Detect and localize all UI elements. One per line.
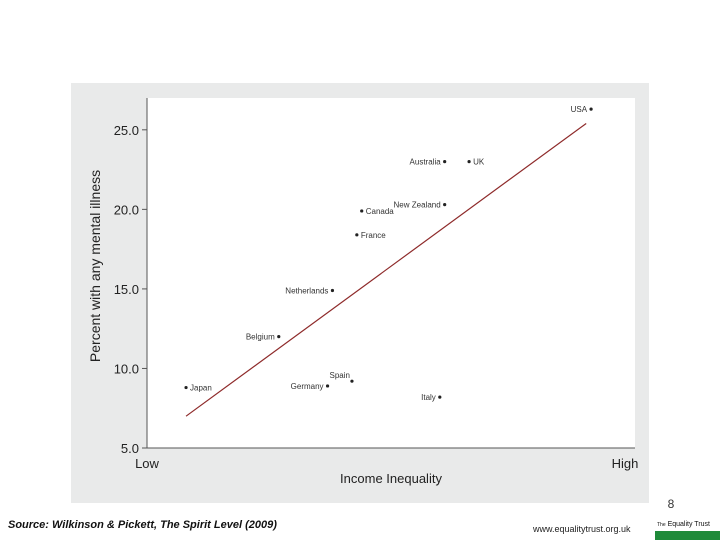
data-point: [277, 335, 281, 339]
y-axis-title: Percent with any mental illness: [87, 170, 103, 362]
data-point: [467, 160, 471, 164]
x-axis-title: Income Inequality: [340, 471, 442, 486]
data-point: [589, 107, 593, 111]
source-citation: Source: Wilkinson & Pickett, The Spirit …: [8, 519, 277, 531]
data-label: Belgium: [246, 333, 275, 342]
data-point: [184, 385, 188, 390]
logo-text: The Equality Trust: [655, 518, 720, 531]
data-label: Netherlands: [285, 287, 328, 296]
y-tick-label: 20.0: [114, 202, 139, 217]
data-point: [330, 288, 335, 293]
plot-area: [147, 98, 635, 448]
y-tick-label: 15.0: [114, 282, 139, 297]
data-label: Italy: [421, 393, 436, 402]
data-label: UK: [473, 158, 485, 167]
equality-trust-logo: The Equality Trust: [655, 518, 720, 540]
y-tick-label: 5.0: [121, 441, 139, 456]
logo-name: Equality Trust: [667, 521, 710, 528]
data-point: [443, 160, 447, 164]
data-label: Japan: [190, 384, 212, 393]
data-label: Spain: [329, 371, 349, 380]
data-label: New Zealand: [394, 201, 441, 210]
data-point: [360, 209, 364, 213]
data-point: [438, 395, 442, 399]
data-point: [355, 233, 359, 237]
data-point: [350, 379, 354, 383]
y-tick-label: 10.0: [114, 361, 139, 376]
y-tick-label: 25.0: [114, 123, 139, 138]
website-link[interactable]: www.equalitytrust.org.uk: [533, 524, 631, 534]
data-label: France: [361, 231, 386, 240]
logo-prefix: The: [657, 522, 666, 528]
chart-frame: 5.0 10.0 15.0 20.0 25.0 Low High Income Inequal…: [71, 83, 649, 503]
data-label: Canada: [366, 207, 395, 216]
trend-line: [185, 122, 587, 417]
data-label: USA: [571, 105, 588, 114]
x-tick-label-high: High: [612, 456, 639, 471]
data-label: Australia: [410, 158, 442, 167]
data-point: [443, 202, 447, 207]
slide-number: 8: [667, 497, 675, 511]
x-tick-label-low: Low: [135, 456, 159, 471]
scatter-chart: 5.0 10.0 15.0 20.0 25.0 Low High Income Inequal…: [87, 98, 639, 486]
data-point: [325, 384, 330, 388]
data-label: Germany: [291, 382, 324, 391]
